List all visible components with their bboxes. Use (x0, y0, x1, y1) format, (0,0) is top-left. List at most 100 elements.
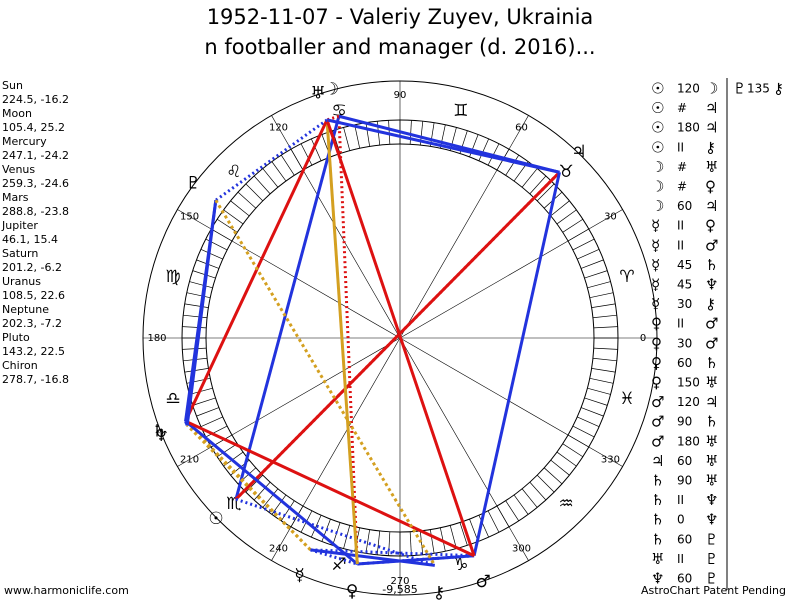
ring-hatch (343, 127, 351, 151)
aspect-from: ♄ (651, 491, 664, 509)
aspect-from: ☉ (651, 99, 664, 117)
spoke (399, 209, 623, 339)
ring-hatch (262, 488, 279, 508)
aspect-from: ♀ (651, 334, 662, 352)
ring-hatch (388, 531, 391, 556)
aspect-type: # (677, 160, 687, 174)
aspect-from: ☉ (651, 119, 664, 137)
aspect-from: ♀ (651, 374, 662, 392)
planet-coords: 247.1, -24.2 (2, 149, 69, 162)
ring-hatch (409, 531, 412, 556)
aspect-type: II (677, 140, 684, 154)
aspect-from: ☽ (651, 178, 664, 196)
ring-hatch (521, 488, 538, 508)
aspect-type: 120 (677, 395, 700, 409)
spoke (399, 337, 623, 467)
planet-glyph: ♃ (571, 142, 586, 162)
aspect-from: ♄ (651, 472, 664, 490)
aspect-from: ♀ (651, 315, 662, 333)
aspect-to: ♂ (705, 334, 718, 352)
planet-coords: 108.5, 22.6 (2, 289, 65, 302)
aspect-type: II (677, 552, 684, 566)
planet-name: Saturn (2, 247, 38, 260)
aspect-to: ⚷ (705, 295, 716, 313)
aspect-type: 120 (677, 82, 700, 96)
aspect-type: 60 (677, 572, 692, 586)
ring-hatch (572, 238, 595, 251)
aspect-to: ♇ (705, 530, 718, 548)
ring-hatch (459, 522, 468, 546)
aspect-to: ♅ (705, 432, 718, 450)
ring-hatch (205, 425, 228, 438)
aspect-to: ♄ (705, 413, 718, 431)
zodiac-sign: ♒ (559, 494, 574, 514)
ring-hatch (591, 368, 616, 373)
aspect-type: II (677, 219, 684, 233)
aspect-type: 60 (677, 532, 692, 546)
planet-glyph: ☿ (294, 566, 304, 586)
ring-hatch (200, 249, 223, 260)
ring-hatch (505, 154, 520, 176)
footer-right: AstroChart Patent Pending (641, 584, 786, 597)
aspect-type: 60 (677, 454, 692, 468)
aspect-to: ☽ (705, 80, 718, 98)
ring-hatch (230, 200, 250, 217)
ring-hatch (556, 451, 577, 467)
aspect-from: ♃ (651, 452, 664, 470)
aspect-from: ♅ (651, 550, 664, 568)
planet-name: Uranus (2, 275, 41, 288)
ring-hatch (449, 525, 457, 549)
ring-hatch (253, 175, 271, 195)
aspect-line (472, 171, 561, 557)
planet-name: Jupiter (1, 219, 38, 232)
aspect-line (234, 115, 341, 500)
aspect-line (234, 171, 561, 501)
planet-name: Moon (2, 107, 32, 120)
planet-name: Neptune (2, 303, 49, 316)
aspect-type: # (677, 101, 687, 115)
ring-hatch (562, 443, 584, 458)
title-line: 1952-11-07 - Valeriy Zuyev, Ukrainia (207, 5, 594, 29)
ring-hatch (354, 124, 361, 149)
ring-hatch (300, 143, 313, 166)
aspect-type: 180 (677, 434, 700, 448)
aspect-line (310, 548, 358, 566)
planet-glyph: ♂ (476, 572, 491, 592)
aspect-to: ♇ (705, 570, 718, 588)
aspect-type: 45 (677, 278, 692, 292)
ring-hatch (593, 347, 618, 350)
ring-hatch (577, 416, 600, 427)
planet-glyph: ♄ (152, 421, 167, 441)
aspect-to: ♂ (705, 315, 718, 333)
zodiac-sign: ♈ (619, 267, 634, 287)
planet-name: Venus (2, 163, 35, 176)
planet-glyph: ♅ (311, 83, 326, 103)
aspect-type: # (677, 180, 687, 194)
ring-hatch (580, 407, 604, 417)
aspect-from: ♆ (651, 570, 664, 588)
title-line: n footballer and manager (d. 2016)... (204, 35, 595, 59)
planet-name: Mercury (2, 135, 47, 148)
ring-hatch (196, 407, 220, 417)
aspect-to: ♃ (705, 119, 718, 137)
ring-hatch (572, 425, 595, 438)
aspect-to: ♄ (705, 256, 718, 274)
ring-hatch (280, 500, 295, 522)
ring-hatch (192, 397, 216, 406)
aspect-type: 30 (677, 336, 692, 350)
zodiac-sign: ♓ (619, 389, 634, 409)
aspect-line (325, 119, 476, 557)
ring-hatch (580, 259, 604, 269)
ring-hatch (365, 529, 370, 554)
aspect-type: 135 (747, 82, 770, 96)
aspect-to: ♆ (705, 511, 718, 529)
ring-hatch (487, 510, 500, 533)
ring-hatch (189, 281, 213, 289)
zodiac-sign: ♑ (453, 555, 468, 575)
aspect-to: ♀ (705, 217, 716, 235)
aspect-from: ☿ (651, 276, 660, 294)
ring-hatch (237, 191, 257, 209)
aspect-type: 90 (677, 415, 692, 429)
aspect-from: ☉ (651, 138, 664, 156)
ring-hatch (216, 443, 238, 458)
